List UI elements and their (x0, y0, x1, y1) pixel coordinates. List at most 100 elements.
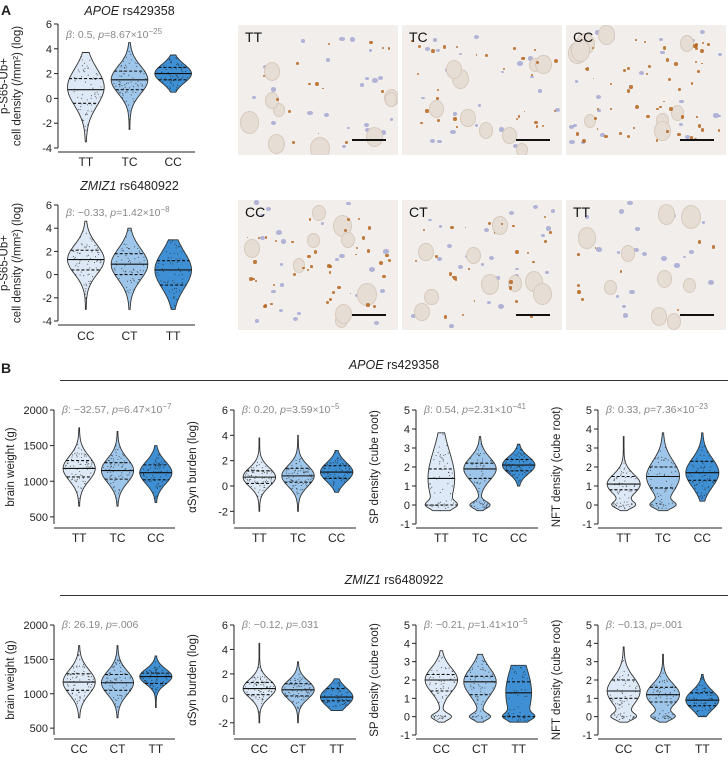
data-point (143, 256, 145, 258)
data-point (657, 689, 659, 691)
x-tick-label: TT (72, 531, 87, 545)
data-point (77, 248, 79, 250)
data-point (75, 274, 77, 276)
violin-tt (62, 427, 96, 507)
stain-granule (512, 224, 515, 228)
data-point (628, 497, 630, 499)
data-point (118, 490, 120, 492)
data-point (72, 665, 74, 667)
data-point (664, 681, 666, 684)
data-point (335, 705, 337, 707)
data-point (83, 62, 86, 64)
data-point (260, 688, 262, 691)
data-point (258, 464, 260, 466)
data-point (149, 677, 151, 679)
data-point (122, 70, 124, 72)
stain-granule (626, 89, 631, 93)
data-point (112, 666, 114, 668)
data-point (344, 474, 346, 476)
nucleus (574, 80, 579, 83)
data-point (67, 685, 69, 687)
data-point (170, 78, 172, 80)
data-point (444, 465, 446, 467)
data-point (294, 470, 296, 472)
data-point (618, 713, 620, 715)
stain-granule (680, 115, 684, 119)
data-point (614, 505, 616, 507)
data-point (115, 497, 117, 499)
data-point (124, 271, 126, 273)
data-point (630, 695, 632, 697)
data-point (82, 674, 84, 676)
stain-granule (344, 140, 348, 144)
stain-granule (379, 261, 384, 266)
stat-annotation: β: −0.12, p=.031 (241, 619, 319, 631)
y-tick-label: 500 (30, 512, 48, 524)
data-point (666, 698, 668, 700)
data-point (703, 715, 705, 717)
data-point (91, 240, 93, 242)
data-point (146, 670, 148, 672)
data-point (176, 299, 178, 301)
data-point (128, 51, 130, 53)
stain-granule (697, 70, 700, 73)
data-point (523, 676, 525, 678)
data-point (620, 679, 622, 681)
data-point (473, 505, 476, 507)
data-point (655, 503, 657, 505)
data-point (118, 489, 120, 491)
data-point (343, 481, 345, 483)
data-point (155, 666, 157, 669)
data-point (259, 485, 261, 487)
stain-granule (252, 277, 255, 281)
data-point (614, 680, 616, 682)
neuron-body (341, 232, 356, 249)
data-point (476, 465, 478, 467)
data-point (513, 474, 515, 476)
y-tick-label: 4 (222, 430, 228, 442)
data-point (670, 698, 672, 700)
data-point (622, 486, 624, 488)
data-point (625, 504, 627, 506)
data-point (128, 110, 130, 112)
y-tick-label: 0 (404, 500, 410, 512)
data-point (628, 703, 630, 705)
data-point (703, 445, 705, 447)
nucleus (584, 215, 590, 220)
data-point (79, 236, 81, 238)
data-point (264, 681, 266, 683)
stain-granule (541, 124, 545, 128)
data-point (167, 282, 169, 284)
data-point (700, 715, 702, 717)
data-point (623, 462, 625, 464)
data-point (89, 282, 91, 284)
y-tick-label: 5 (586, 405, 592, 417)
stain-granule (382, 274, 387, 279)
data-point (660, 494, 662, 496)
data-point (621, 703, 623, 705)
violin-tt (67, 52, 105, 143)
data-point (453, 676, 455, 679)
data-point (119, 661, 121, 663)
stain-granule (695, 61, 698, 64)
data-point (487, 477, 489, 479)
data-point (257, 495, 259, 497)
data-point (668, 716, 670, 718)
data-point (109, 692, 111, 694)
data-point (662, 504, 664, 506)
nucleus (438, 225, 443, 228)
x-tick-label: CC (510, 531, 528, 545)
data-point (306, 692, 308, 694)
data-point (616, 715, 618, 717)
nucleus (641, 251, 647, 256)
data-point (177, 80, 179, 82)
nucleus (498, 127, 505, 132)
data-point (84, 293, 87, 295)
data-point (326, 463, 329, 465)
data-point (119, 83, 121, 85)
data-point (125, 693, 127, 695)
data-point (516, 448, 518, 450)
data-point (139, 269, 141, 272)
